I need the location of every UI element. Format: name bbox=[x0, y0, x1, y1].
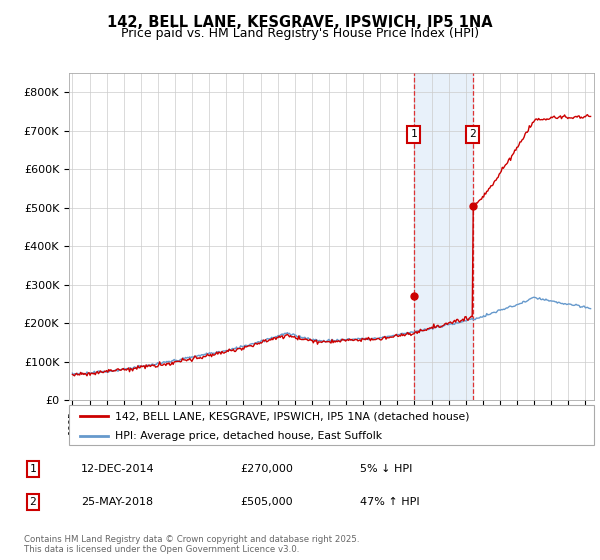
Text: 12-DEC-2014: 12-DEC-2014 bbox=[81, 464, 155, 474]
Text: HPI: Average price, detached house, East Suffolk: HPI: Average price, detached house, East… bbox=[115, 431, 382, 441]
Bar bbox=[413, 73, 473, 400]
Text: 25-MAY-2018: 25-MAY-2018 bbox=[81, 497, 153, 507]
Text: Price paid vs. HM Land Registry's House Price Index (HPI): Price paid vs. HM Land Registry's House … bbox=[121, 27, 479, 40]
Text: 142, BELL LANE, KESGRAVE, IPSWICH, IP5 1NA (detached house): 142, BELL LANE, KESGRAVE, IPSWICH, IP5 1… bbox=[115, 411, 470, 421]
Text: 5% ↓ HPI: 5% ↓ HPI bbox=[360, 464, 412, 474]
Text: 142, BELL LANE, KESGRAVE, IPSWICH, IP5 1NA: 142, BELL LANE, KESGRAVE, IPSWICH, IP5 1… bbox=[107, 15, 493, 30]
Text: 1: 1 bbox=[410, 129, 417, 139]
Text: 47% ↑ HPI: 47% ↑ HPI bbox=[360, 497, 419, 507]
Text: 2: 2 bbox=[29, 497, 37, 507]
Text: £505,000: £505,000 bbox=[240, 497, 293, 507]
Text: 1: 1 bbox=[29, 464, 37, 474]
Text: £270,000: £270,000 bbox=[240, 464, 293, 474]
Text: Contains HM Land Registry data © Crown copyright and database right 2025.
This d: Contains HM Land Registry data © Crown c… bbox=[24, 535, 359, 554]
Text: 2: 2 bbox=[470, 129, 476, 139]
FancyBboxPatch shape bbox=[69, 405, 594, 445]
